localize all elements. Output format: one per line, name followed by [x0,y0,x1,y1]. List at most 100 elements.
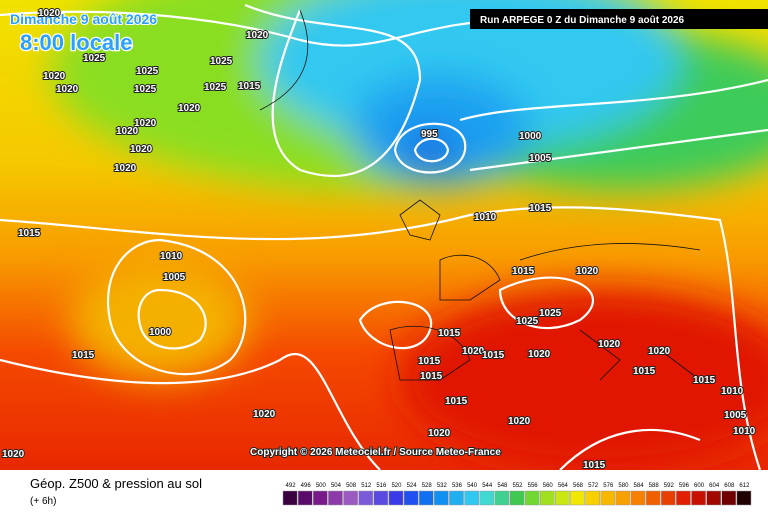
coastline [259,9,701,381]
legend-swatch [736,490,752,506]
coastlines [259,9,701,381]
legend-value: 552 [512,483,523,489]
isobar-label: 1020 [508,416,531,427]
legend-swatch [313,490,328,506]
isobar [0,206,762,471]
isobar-label: 1010 [474,212,497,223]
time-label: 8:00 locale [20,30,133,55]
legend-swatch [297,490,313,506]
legend-swatch [479,490,495,506]
legend-swatch [585,490,600,506]
legend: 492 496 500 504 508 512 516 520 524 528 532 536 540 5… [282,483,752,506]
isobars [0,3,768,471]
legend-value: 540 [467,483,478,489]
isobar-label: 1020 [428,428,451,439]
legend-swatch [358,490,374,506]
footer-subtitle: (+ 6h) [30,496,56,507]
isobar-label: 1020 [648,346,671,357]
legend-swatch [509,490,525,506]
isobar-label: 1000 [519,131,542,142]
run-info: Run ARPEGE 0 Z du Dimanche 9 août 2026 [480,15,685,26]
legend-value: 604 [709,483,720,489]
legend-swatch [721,490,737,506]
isobar-label: 1025 [516,316,539,327]
isobar-label: 1020 [56,84,79,95]
isobar-label: 1015 [18,228,41,239]
isobar-label: 1025 [539,308,562,319]
legend-value: 560 [543,483,554,489]
isobar-label: 995 [421,129,438,140]
legend-swatch [418,490,434,506]
legend-swatch [555,490,570,506]
isobar-label: 1015 [420,371,443,382]
geopotential-field [50,0,768,470]
legend-swatch [691,490,706,506]
legend-value: 504 [331,483,342,489]
legend-swatch [630,490,646,506]
legend-value: 556 [528,483,539,489]
isobar-label: 1020 [116,126,139,137]
field-orange [70,260,250,380]
isobar-label: 1020 [178,103,201,114]
legend-swatch [373,490,389,506]
legend-value: 512 [361,483,372,489]
isobar-label: 1010 [733,426,756,437]
legend-swatch [403,490,419,506]
isobar-label: 1015 [72,350,95,361]
legend-value: 572 [588,483,599,489]
isobar-label: 1010 [721,386,744,397]
legend-value: 600 [694,483,705,489]
isobar [469,128,768,172]
legend-swatch [449,490,464,506]
legend-value: 532 [437,483,448,489]
isobar-label: 1020 [598,339,621,350]
legend-value: 516 [376,483,387,489]
legend-swatch [539,490,555,506]
isobar-label: 1025 [210,56,233,67]
legend-swatch [434,490,449,506]
legend-value: 612 [739,483,750,489]
legend-swatch [524,490,540,506]
isobar [459,78,768,122]
legend-swatch [600,490,616,506]
isobar-label: 1005 [529,153,552,164]
legend-value: 548 [497,483,508,489]
legend-value: 544 [482,483,493,489]
isobar [358,300,433,350]
isobar-label: 1015 [512,266,535,277]
isobar [498,276,595,330]
isobar-label: 1020 [134,118,157,129]
legend-swatch [570,490,585,506]
isobar-label: 1025 [204,82,227,93]
isobar-label: 1025 [136,66,159,77]
legend-swatch [464,490,479,506]
isobar-label: 1020 [43,71,66,82]
isobar-label: 1005 [163,272,186,283]
legend-value: 576 [603,483,614,489]
field-red [400,290,768,470]
isobar-label: 1015 [482,350,505,361]
isobar [137,288,207,350]
isobar-label: 1025 [83,53,106,64]
legend-value: 500 [316,483,327,489]
isobar [107,238,247,376]
field-blue [350,75,530,185]
isobar [413,137,450,163]
field-deep-blue [400,132,460,168]
legend-value: 580 [618,483,629,489]
legend-swatch [328,490,343,506]
legend-swatch [343,490,358,506]
legend-value: 520 [391,483,402,489]
isobar-label: 1020 [528,349,551,360]
legend-value: 584 [634,483,645,489]
legend-value: 524 [407,483,418,489]
isobar-label: 1020 [576,266,599,277]
isobar [559,428,701,471]
isobar-label: 1025 [134,84,157,95]
isobar-label: 1005 [724,410,747,421]
legend-swatch [388,490,404,506]
isobar-label: 1015 [445,396,468,407]
isobar-label: 1020 [246,30,269,41]
